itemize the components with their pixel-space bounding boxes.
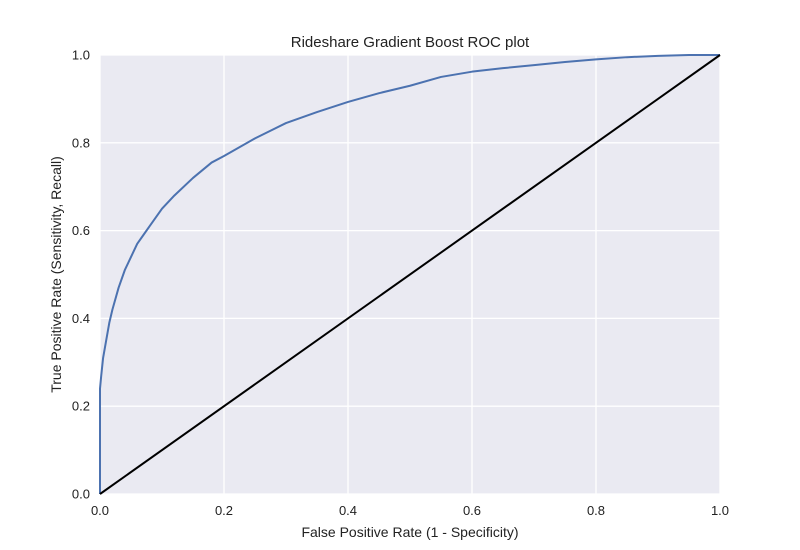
y-axis-ticks: 0.0 0.2 0.4 0.6 0.8 1.0 (72, 48, 90, 502)
y-tick-label: 0.8 (72, 135, 90, 150)
y-tick-label: 1.0 (72, 48, 90, 63)
x-tick-label: 0.4 (339, 503, 357, 518)
y-axis-label: True Positive Rate (Sensitivity, Recall) (48, 156, 64, 393)
roc-curve-line (99, 54, 720, 494)
y-tick-label: 0.6 (72, 223, 90, 238)
y-tick-label: 0.2 (72, 399, 90, 414)
x-tick-label: 0.0 (91, 503, 109, 518)
y-tick-label: 0.0 (72, 487, 90, 502)
series-layer (99, 54, 721, 495)
x-tick-label: 0.2 (215, 503, 233, 518)
y-tick-label: 0.4 (72, 311, 90, 326)
x-tick-label: 0.8 (587, 503, 605, 518)
grid-lines (99, 54, 721, 495)
x-tick-label: 1.0 (711, 503, 729, 518)
x-axis-label: False Positive Rate (1 - Specificity) (301, 524, 518, 540)
x-tick-label: 0.6 (463, 503, 481, 518)
x-axis-ticks: 0.0 0.2 0.4 0.6 0.8 1.0 (91, 503, 729, 518)
chart-title: Rideshare Gradient Boost ROC plot (291, 34, 530, 51)
chance-diagonal-line (99, 54, 721, 495)
